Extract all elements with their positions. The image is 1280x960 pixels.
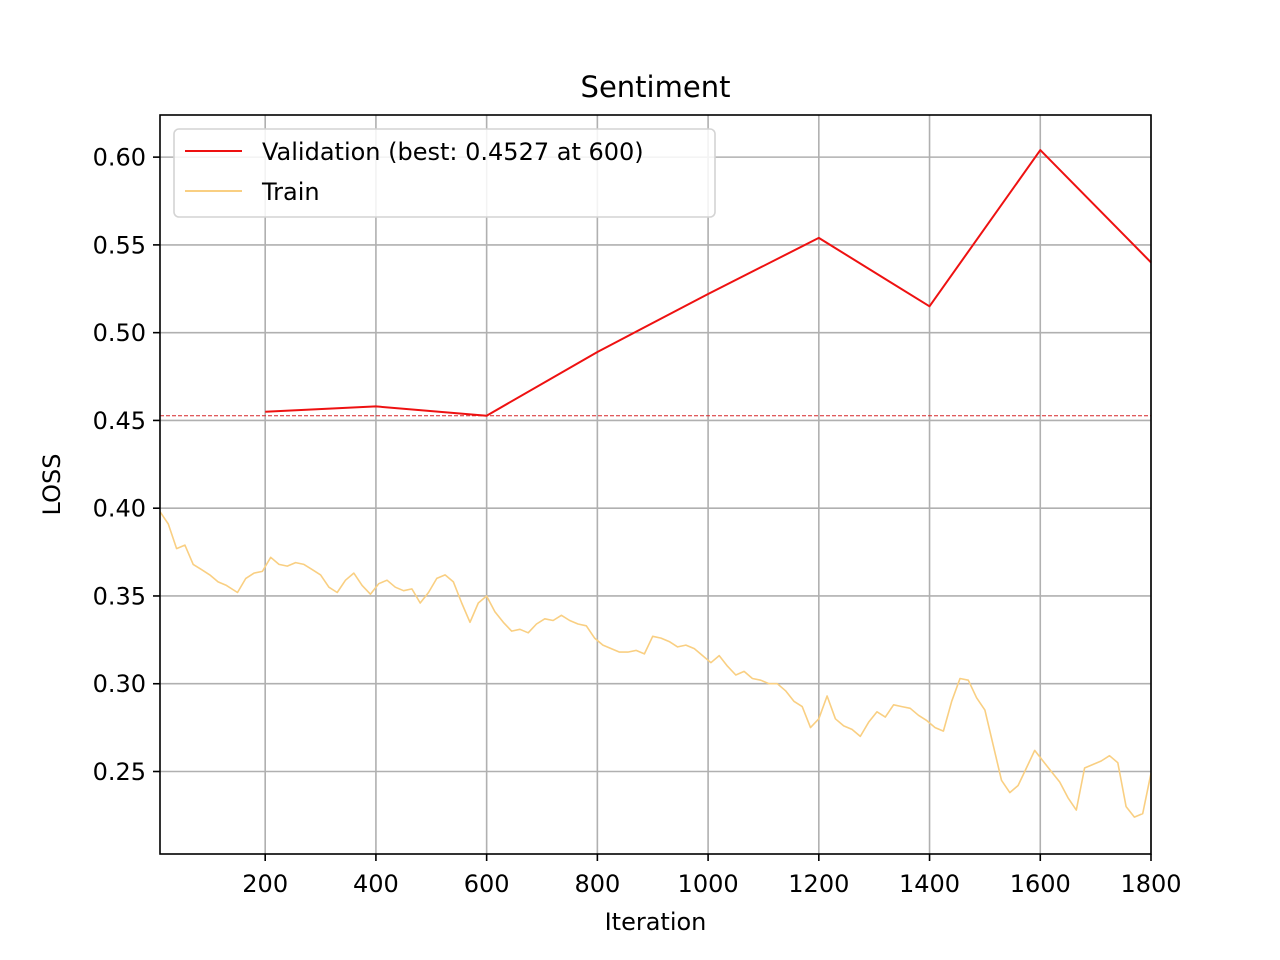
plot-frame: [159, 114, 1152, 855]
y-tick-label: 0.60: [93, 144, 146, 172]
y-tick-label: 0.40: [93, 495, 146, 523]
y-axis: 0.25 0.30 0.35 0.40 0.45 0.50 0.55 0.60: [93, 144, 160, 786]
x-tick-label: 1200: [788, 870, 849, 898]
x-tick-label: 1400: [899, 870, 960, 898]
x-tick-label: 1600: [1010, 870, 1071, 898]
x-tick-label: 800: [574, 870, 620, 898]
legend-label-train: Train: [261, 178, 320, 206]
x-tick-label: 600: [464, 870, 510, 898]
y-tick-label: 0.50: [93, 319, 146, 347]
train-line: [159, 511, 1152, 818]
y-tick-label: 0.55: [93, 231, 146, 259]
chart-title: Sentiment: [581, 70, 731, 104]
y-tick-label: 0.25: [93, 758, 146, 786]
x-axis: 200 400 600 800 1000 1200 1400 1600 1800: [242, 854, 1182, 898]
y-tick-label: 0.35: [93, 582, 146, 610]
y-tick-label: 0.45: [93, 407, 146, 435]
series-group: [159, 149, 1152, 818]
legend-box: [173, 128, 716, 218]
y-tick-label: 0.30: [93, 670, 146, 698]
validation-line: [265, 149, 1152, 417]
x-tick-label: 1000: [678, 870, 739, 898]
x-axis-label: Iteration: [605, 908, 707, 936]
legend-label-validation: Validation (best: 0.4527 at 600): [262, 138, 644, 166]
x-tick-label: 200: [242, 870, 288, 898]
x-tick-label: 400: [353, 870, 399, 898]
legend: Validation (best: 0.4527 at 600) Train: [173, 128, 716, 218]
y-axis-label: LOSS: [38, 454, 66, 516]
x-tick-label: 1800: [1120, 870, 1181, 898]
